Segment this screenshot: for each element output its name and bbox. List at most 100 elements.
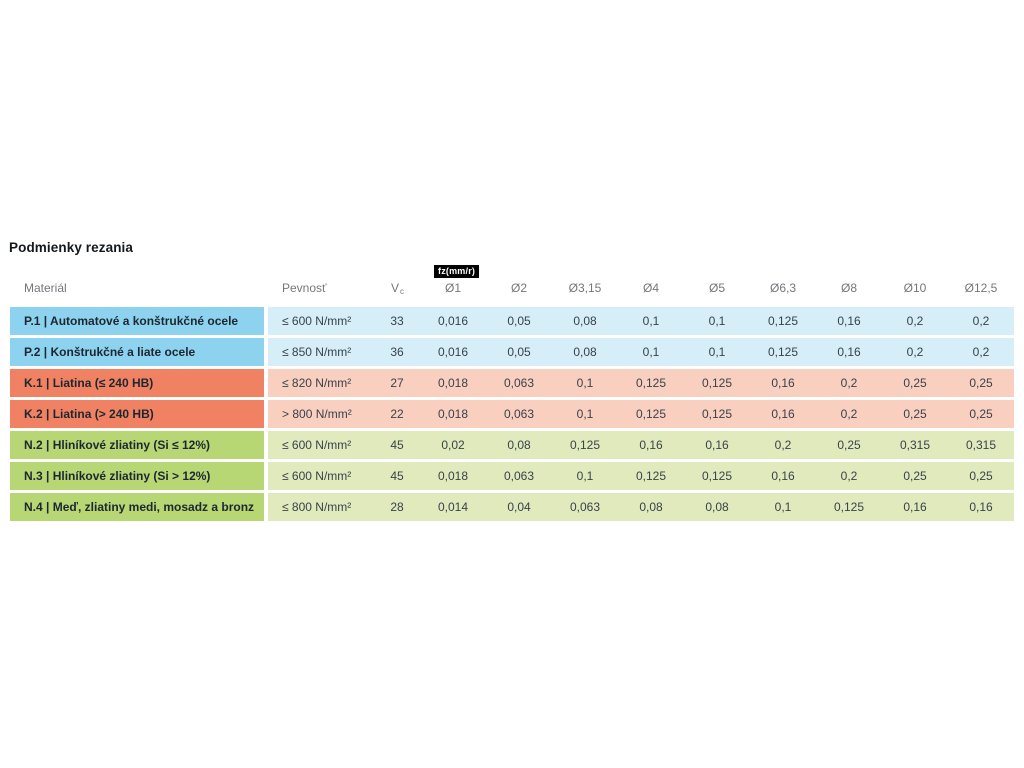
- value-cell: 0,05: [486, 338, 552, 366]
- value-cell: 0,1: [684, 307, 750, 335]
- value-cell: 0,16: [882, 493, 948, 521]
- value-cell: 0,018: [420, 400, 486, 428]
- vc-symbol: V: [390, 281, 399, 295]
- page-title: Podmienky rezania: [9, 240, 133, 255]
- fz-unit-badge: fz(mm/r): [434, 265, 480, 278]
- value-cell: 0,2: [948, 338, 1014, 366]
- value-cell: 0,125: [684, 400, 750, 428]
- value-cell: 0,25: [816, 431, 882, 459]
- value-cell: 0,25: [882, 462, 948, 490]
- material-cell: P.1 | Automatové a konštrukčné ocele: [10, 307, 268, 335]
- value-cell: 0,1: [750, 493, 816, 521]
- header-strength: Pevnosť: [282, 281, 327, 295]
- header-diameter: Ø8: [840, 281, 857, 295]
- value-cell: 0,016: [420, 338, 486, 366]
- value-cell: 0,16: [750, 369, 816, 397]
- strength-cell: ≤ 820 N/mm²: [268, 369, 374, 397]
- table-row: K.2 | Liatina (> 240 HB) > 800 N/mm² 22 0,0…: [10, 400, 1014, 428]
- material-cell: N.4 | Meď, zliatiny medi, mosadz a bronz: [10, 493, 268, 521]
- value-cell: 0,16: [750, 400, 816, 428]
- value-cell: 0,125: [618, 400, 684, 428]
- value-cell: 0,2: [882, 338, 948, 366]
- vc-cell: 22: [374, 400, 420, 428]
- header-diameter: Ø3,15: [568, 281, 602, 295]
- header-diameter: Ø10: [903, 281, 927, 295]
- value-cell: 0,1: [618, 307, 684, 335]
- value-cell: 0,25: [948, 462, 1014, 490]
- strength-cell: ≤ 800 N/mm²: [268, 493, 374, 521]
- strength-cell: ≤ 600 N/mm²: [268, 431, 374, 459]
- value-cell: 0,1: [618, 338, 684, 366]
- material-cell: K.2 | Liatina (> 240 HB): [10, 400, 268, 428]
- value-cell: 0,018: [420, 369, 486, 397]
- value-cell: 0,014: [420, 493, 486, 521]
- value-cell: 0,063: [486, 400, 552, 428]
- vc-cell: 45: [374, 462, 420, 490]
- value-cell: 0,08: [486, 431, 552, 459]
- value-cell: 0,04: [486, 493, 552, 521]
- value-cell: 0,08: [618, 493, 684, 521]
- value-cell: 0,1: [552, 400, 618, 428]
- header-diameter: Ø12,5: [964, 281, 998, 295]
- value-cell: 0,16: [618, 431, 684, 459]
- value-cell: 0,125: [684, 462, 750, 490]
- header-diameter: Ø1: [444, 281, 461, 295]
- value-cell: 0,125: [618, 369, 684, 397]
- value-cell: 0,08: [684, 493, 750, 521]
- value-cell: 0,1: [552, 369, 618, 397]
- table-row: N.3 | Hliníkové zliatiny (Si > 12%) ≤ 600…: [10, 462, 1014, 490]
- header-diameter: Ø6,3: [769, 281, 796, 295]
- value-cell: 0,2: [750, 431, 816, 459]
- value-cell: 0,125: [750, 307, 816, 335]
- value-cell: 0,08: [552, 307, 618, 335]
- value-cell: 0,25: [882, 369, 948, 397]
- header-diameter: Ø5: [708, 281, 725, 295]
- value-cell: 0,05: [486, 307, 552, 335]
- vc-subscript: c: [400, 286, 404, 296]
- value-cell: 0,02: [420, 431, 486, 459]
- value-cell: 0,16: [684, 431, 750, 459]
- table-row: N.2 | Hliníkové zliatiny (Si ≤ 12%) ≤ 600…: [10, 431, 1014, 459]
- vc-cell: 28: [374, 493, 420, 521]
- value-cell: 0,018: [420, 462, 486, 490]
- material-cell: N.3 | Hliníkové zliatiny (Si > 12%): [10, 462, 268, 490]
- table-row: P.2 | Konštrukčné a liate ocele ≤ 850 N/m…: [10, 338, 1014, 366]
- table-row: P.1 | Automatové a konštrukčné ocele ≤ 60…: [10, 307, 1014, 335]
- strength-cell: ≤ 850 N/mm²: [268, 338, 374, 366]
- material-cell: N.2 | Hliníkové zliatiny (Si ≤ 12%): [10, 431, 268, 459]
- table-row: K.1 | Liatina (≤ 240 HB) ≤ 820 N/mm² 27 0,0…: [10, 369, 1014, 397]
- value-cell: 0,315: [948, 431, 1014, 459]
- material-cell: P.2 | Konštrukčné a liate ocele: [10, 338, 268, 366]
- value-cell: 0,125: [816, 493, 882, 521]
- value-cell: 0,063: [486, 369, 552, 397]
- value-cell: 0,125: [552, 431, 618, 459]
- header-diameter: Ø4: [642, 281, 659, 295]
- vc-cell: 36: [374, 338, 420, 366]
- value-cell: 0,1: [552, 462, 618, 490]
- header-material: Materiál: [24, 281, 67, 295]
- value-cell: 0,16: [750, 462, 816, 490]
- vc-cell: 33: [374, 307, 420, 335]
- value-cell: 0,2: [816, 462, 882, 490]
- strength-cell: > 800 N/mm²: [268, 400, 374, 428]
- table-row: N.4 | Meď, zliatiny medi, mosadz a bronz…: [10, 493, 1014, 521]
- header-diameter: Ø2: [510, 281, 527, 295]
- value-cell: 0,25: [882, 400, 948, 428]
- strength-cell: ≤ 600 N/mm²: [268, 462, 374, 490]
- value-cell: 0,2: [816, 400, 882, 428]
- value-cell: 0,125: [750, 338, 816, 366]
- value-cell: 0,063: [552, 493, 618, 521]
- value-cell: 0,2: [882, 307, 948, 335]
- value-cell: 0,25: [948, 400, 1014, 428]
- table-body: P.1 | Automatové a konštrukčné ocele ≤ 60…: [10, 307, 1014, 521]
- value-cell: 0,125: [618, 462, 684, 490]
- value-cell: 0,16: [816, 307, 882, 335]
- value-cell: 0,063: [486, 462, 552, 490]
- value-cell: 0,25: [948, 369, 1014, 397]
- value-cell: 0,16: [948, 493, 1014, 521]
- value-cell: 0,315: [882, 431, 948, 459]
